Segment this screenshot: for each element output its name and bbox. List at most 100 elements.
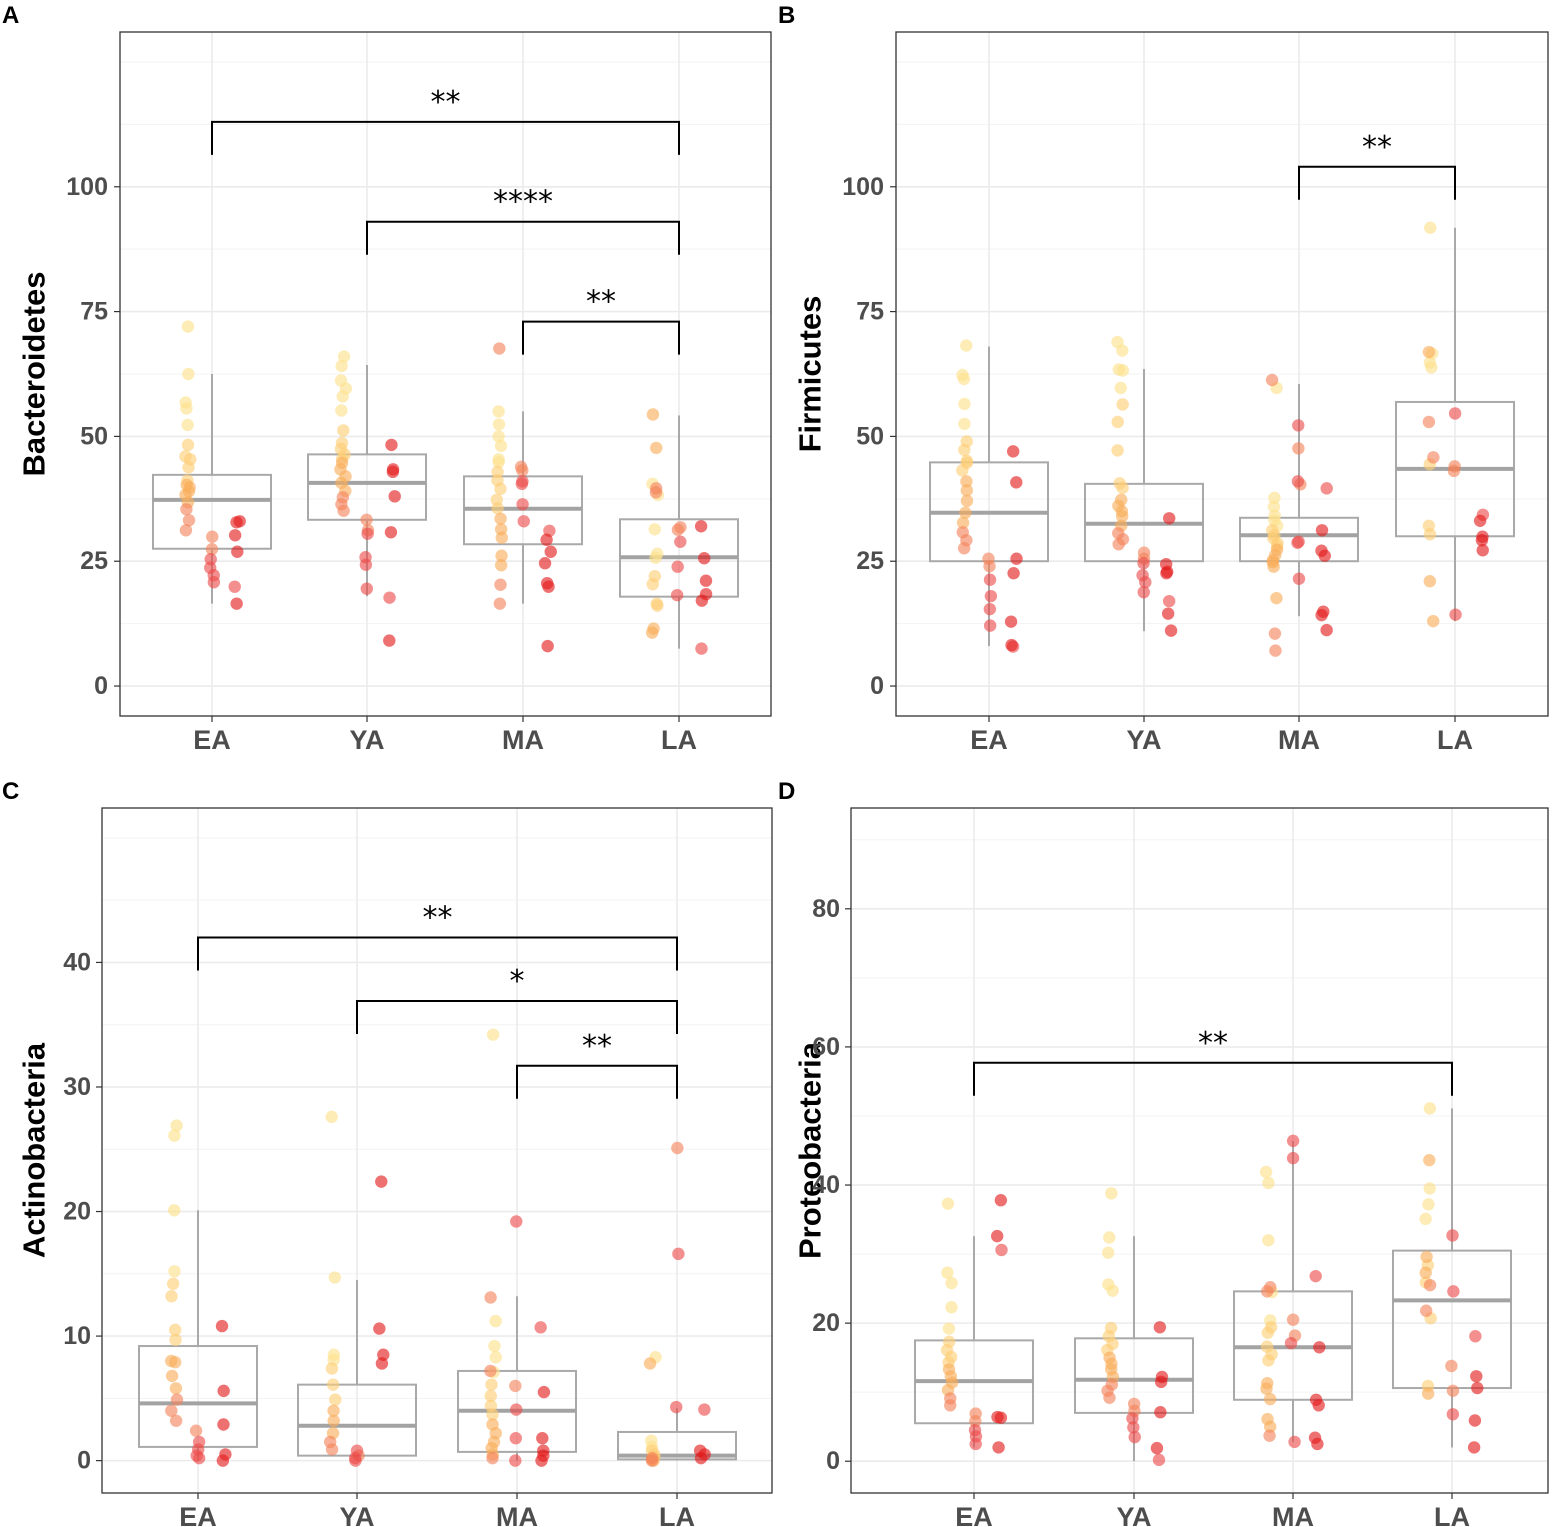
x-tick-label: EA [970,725,1008,755]
data-point [231,545,244,558]
data-point [488,1339,501,1353]
data-point [1139,575,1152,589]
data-point [492,456,505,469]
data-point [670,1400,683,1414]
data-point [1259,1165,1273,1179]
x-tick-label: EA [179,1502,217,1527]
significance-bracket: ** [522,285,680,355]
data-point [215,1319,229,1333]
data-point [960,339,973,352]
data-point [386,465,400,479]
data-point [944,1399,957,1412]
data-point [1263,1420,1277,1433]
data-point [169,1414,183,1427]
data-point [1423,1153,1436,1167]
y-tick-label: 60 [812,1033,840,1061]
data-point [1476,544,1489,557]
bracket-line [516,1064,678,1099]
points-la [1422,221,1490,628]
data-point [1127,1421,1140,1434]
data-point [648,523,661,536]
data-point [1010,552,1023,565]
data-point [538,557,552,570]
data-point [1260,1285,1274,1298]
x-tick-label: MA [1272,1502,1314,1527]
y-tick-label: 100 [842,173,884,201]
data-point [327,1414,340,1427]
data-point [698,1403,711,1416]
data-point [1445,1359,1458,1373]
data-point [671,560,684,573]
points-ea [940,1194,1008,1454]
data-point [1291,536,1304,549]
data-point [1106,1284,1119,1297]
data-point [983,602,997,616]
data-point [646,577,659,591]
data-point [1419,1266,1432,1279]
data-point [1467,1441,1481,1454]
data-point [1320,623,1333,637]
data-point [542,580,555,593]
data-point [165,1290,178,1303]
data-point [510,1215,523,1228]
significance-label: **** [493,185,553,220]
data-point [1315,524,1329,537]
data-point [182,461,195,474]
data-point [337,504,350,517]
data-point [1137,557,1150,570]
x-tick-label: YA [349,725,384,755]
data-point [510,1403,523,1416]
data-point [646,408,660,421]
data-point [699,574,713,587]
data-point [1115,510,1129,523]
data-point [1160,565,1174,578]
data-point [170,1119,183,1132]
data-point [1116,481,1129,495]
y-tick-label: 0 [826,1447,840,1475]
data-point [375,1175,388,1188]
x-tick-label: LA [661,725,697,755]
data-point [1284,1336,1298,1350]
data-point [1449,608,1462,621]
significance-bracket: ** [1298,130,1456,200]
bracket-line [973,1061,1453,1096]
data-point [494,482,507,496]
data-point [969,1414,982,1428]
data-point [169,1382,183,1395]
bracket-line [366,220,680,255]
points-ma [490,342,557,653]
y-tick-label: 0 [77,1447,91,1475]
y-tick-label: 100 [66,173,108,201]
data-point [1422,1198,1435,1211]
data-point [1427,451,1440,464]
points-ya [1101,1187,1169,1467]
data-point [181,320,195,333]
data-point [388,490,401,503]
data-point [1116,364,1130,377]
y-tick-label: 40 [63,948,91,976]
data-point [516,464,529,477]
significance-bracket: ** [211,85,680,155]
points-ma [1259,1134,1326,1451]
data-point [484,1364,497,1378]
y-tick-label: 25 [856,547,884,575]
data-point [1422,345,1436,359]
data-point [1309,1269,1322,1283]
data-point [541,639,554,653]
y-tick-label: 25 [80,547,108,575]
data-point [958,443,971,457]
data-point [1103,1231,1116,1244]
data-point [1111,444,1124,457]
data-point [168,1265,181,1278]
data-point [1010,476,1023,489]
data-point [535,1454,548,1467]
data-point [1288,1435,1301,1449]
data-point [509,1432,523,1445]
data-point [544,545,557,558]
points-la [1419,1102,1484,1454]
panel-letter: A [2,2,19,29]
points-ma [484,1028,551,1467]
significance-label: ** [1198,1026,1228,1061]
y-tick-label: 50 [80,422,108,450]
